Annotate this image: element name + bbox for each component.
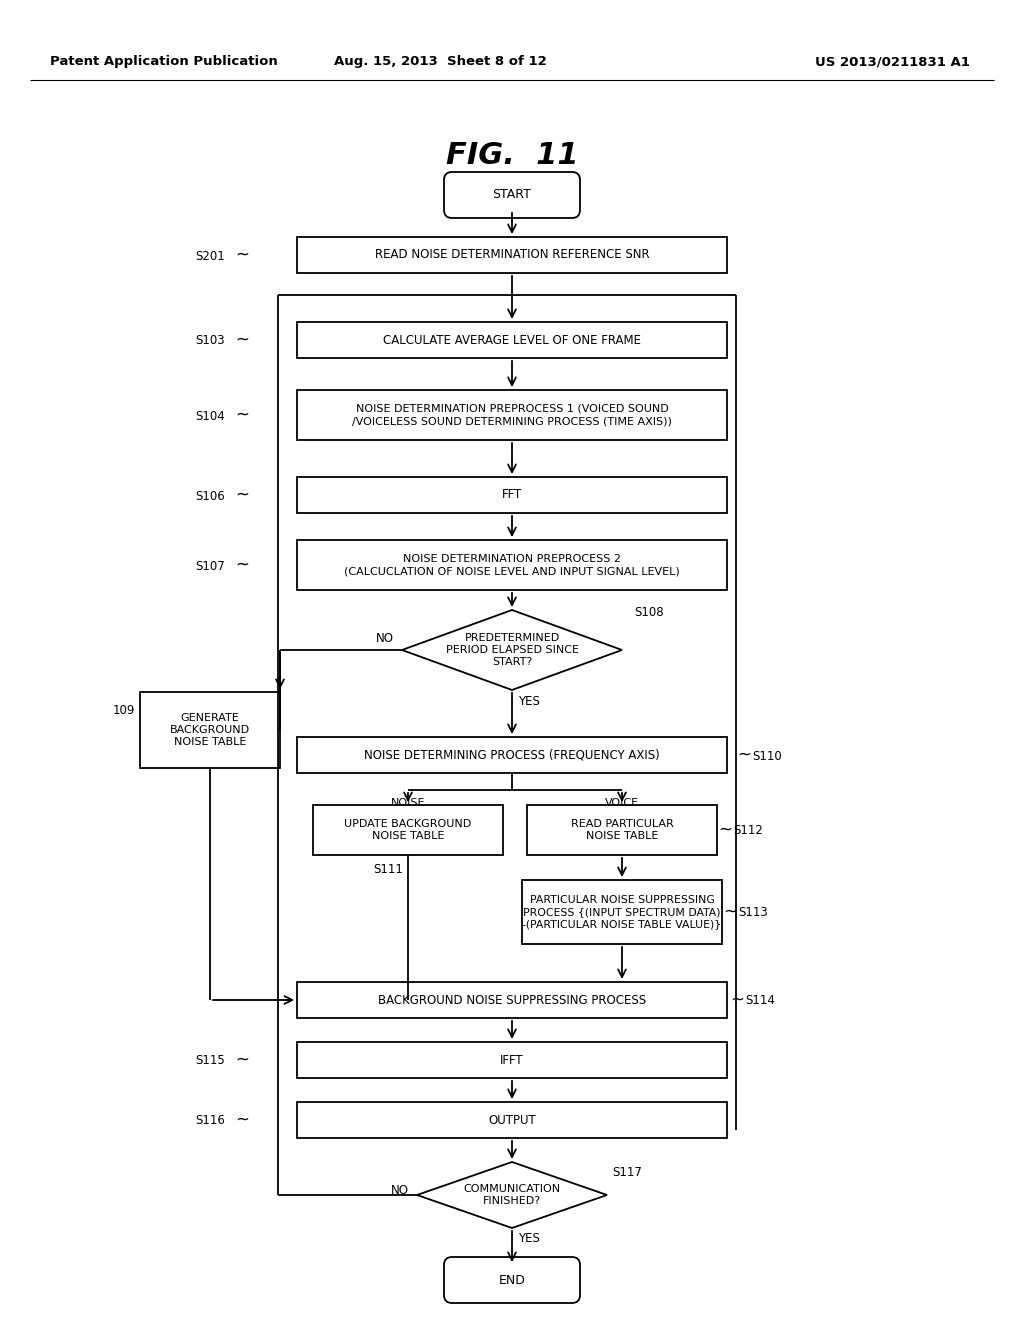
FancyBboxPatch shape bbox=[297, 982, 727, 1018]
Text: PREDETERMINED
PERIOD ELAPSED SINCE
START?: PREDETERMINED PERIOD ELAPSED SINCE START… bbox=[445, 632, 579, 668]
Text: PARTICULAR NOISE SUPPRESSING
PROCESS {(INPUT SPECTRUM DATA)
-(PARTICULAR NOISE T: PARTICULAR NOISE SUPPRESSING PROCESS {(I… bbox=[522, 895, 722, 929]
FancyBboxPatch shape bbox=[522, 880, 722, 944]
Text: YES: YES bbox=[518, 696, 540, 708]
Text: READ PARTICULAR
NOISE TABLE: READ PARTICULAR NOISE TABLE bbox=[570, 818, 674, 841]
Text: S108: S108 bbox=[634, 606, 664, 619]
Text: S114: S114 bbox=[745, 994, 775, 1007]
FancyBboxPatch shape bbox=[313, 805, 503, 855]
FancyBboxPatch shape bbox=[297, 1041, 727, 1078]
Text: ~: ~ bbox=[737, 746, 751, 764]
Text: READ NOISE DETERMINATION REFERENCE SNR: READ NOISE DETERMINATION REFERENCE SNR bbox=[375, 248, 649, 261]
Text: ~: ~ bbox=[718, 821, 732, 840]
Text: VOICE: VOICE bbox=[605, 799, 639, 808]
Text: NO: NO bbox=[376, 631, 394, 644]
Text: S110: S110 bbox=[752, 750, 781, 763]
Text: NOISE DETERMINING PROCESS (FREQUENCY AXIS): NOISE DETERMINING PROCESS (FREQUENCY AXI… bbox=[365, 748, 659, 762]
Text: ~: ~ bbox=[730, 991, 744, 1008]
Text: S116: S116 bbox=[196, 1114, 225, 1127]
Text: IFFT: IFFT bbox=[500, 1053, 524, 1067]
Text: GENERATE
BACKGROUND
NOISE TABLE: GENERATE BACKGROUND NOISE TABLE bbox=[170, 713, 250, 747]
Text: US 2013/0211831 A1: US 2013/0211831 A1 bbox=[815, 55, 970, 69]
FancyBboxPatch shape bbox=[297, 737, 727, 774]
Text: S107: S107 bbox=[196, 560, 225, 573]
FancyBboxPatch shape bbox=[444, 172, 580, 218]
Text: Aug. 15, 2013  Sheet 8 of 12: Aug. 15, 2013 Sheet 8 of 12 bbox=[334, 55, 547, 69]
Text: FIG.  11: FIG. 11 bbox=[445, 140, 579, 169]
Text: ~: ~ bbox=[234, 1111, 249, 1129]
Polygon shape bbox=[402, 610, 622, 690]
Text: CALCULATE AVERAGE LEVEL OF ONE FRAME: CALCULATE AVERAGE LEVEL OF ONE FRAME bbox=[383, 334, 641, 346]
FancyBboxPatch shape bbox=[297, 477, 727, 513]
Polygon shape bbox=[417, 1162, 607, 1228]
FancyBboxPatch shape bbox=[527, 805, 717, 855]
Text: S106: S106 bbox=[196, 490, 225, 503]
FancyBboxPatch shape bbox=[297, 322, 727, 358]
Text: S201: S201 bbox=[196, 249, 225, 263]
Text: NOISE DETERMINATION PREPROCESS 1 (VOICED SOUND
/VOICELESS SOUND DETERMINING PROC: NOISE DETERMINATION PREPROCESS 1 (VOICED… bbox=[352, 404, 672, 426]
Text: ~: ~ bbox=[234, 246, 249, 264]
Text: S111: S111 bbox=[373, 863, 403, 876]
FancyBboxPatch shape bbox=[297, 1102, 727, 1138]
Text: NOISE DETERMINATION PREPROCESS 2
(CALCUCLATION OF NOISE LEVEL AND INPUT SIGNAL L: NOISE DETERMINATION PREPROCESS 2 (CALCUC… bbox=[344, 554, 680, 577]
Text: Patent Application Publication: Patent Application Publication bbox=[50, 55, 278, 69]
Text: ~: ~ bbox=[234, 331, 249, 348]
Text: YES: YES bbox=[518, 1232, 540, 1245]
Text: OUTPUT: OUTPUT bbox=[488, 1114, 536, 1126]
Text: ~: ~ bbox=[723, 903, 737, 921]
Text: ~: ~ bbox=[234, 407, 249, 424]
Text: START: START bbox=[493, 189, 531, 202]
Text: S113: S113 bbox=[738, 907, 768, 920]
Text: FFT: FFT bbox=[502, 488, 522, 502]
Text: BACKGROUND NOISE SUPPRESSING PROCESS: BACKGROUND NOISE SUPPRESSING PROCESS bbox=[378, 994, 646, 1006]
Text: ~: ~ bbox=[234, 1051, 249, 1069]
Text: NO: NO bbox=[391, 1184, 409, 1196]
Text: S112: S112 bbox=[733, 825, 763, 837]
Text: NOISE: NOISE bbox=[391, 799, 425, 808]
Text: S104: S104 bbox=[196, 409, 225, 422]
FancyBboxPatch shape bbox=[297, 238, 727, 273]
Text: ~: ~ bbox=[234, 556, 249, 574]
FancyBboxPatch shape bbox=[297, 540, 727, 590]
Text: ~: ~ bbox=[234, 486, 249, 504]
Text: 109: 109 bbox=[113, 704, 135, 717]
Text: UPDATE BACKGROUND
NOISE TABLE: UPDATE BACKGROUND NOISE TABLE bbox=[344, 818, 472, 841]
Text: END: END bbox=[499, 1274, 525, 1287]
FancyBboxPatch shape bbox=[297, 389, 727, 440]
FancyBboxPatch shape bbox=[140, 692, 280, 768]
FancyBboxPatch shape bbox=[444, 1257, 580, 1303]
Text: COMMUNICATION
FINISHED?: COMMUNICATION FINISHED? bbox=[464, 1184, 560, 1206]
Text: S115: S115 bbox=[196, 1055, 225, 1068]
Text: S103: S103 bbox=[196, 334, 225, 347]
Text: S117: S117 bbox=[612, 1167, 642, 1180]
